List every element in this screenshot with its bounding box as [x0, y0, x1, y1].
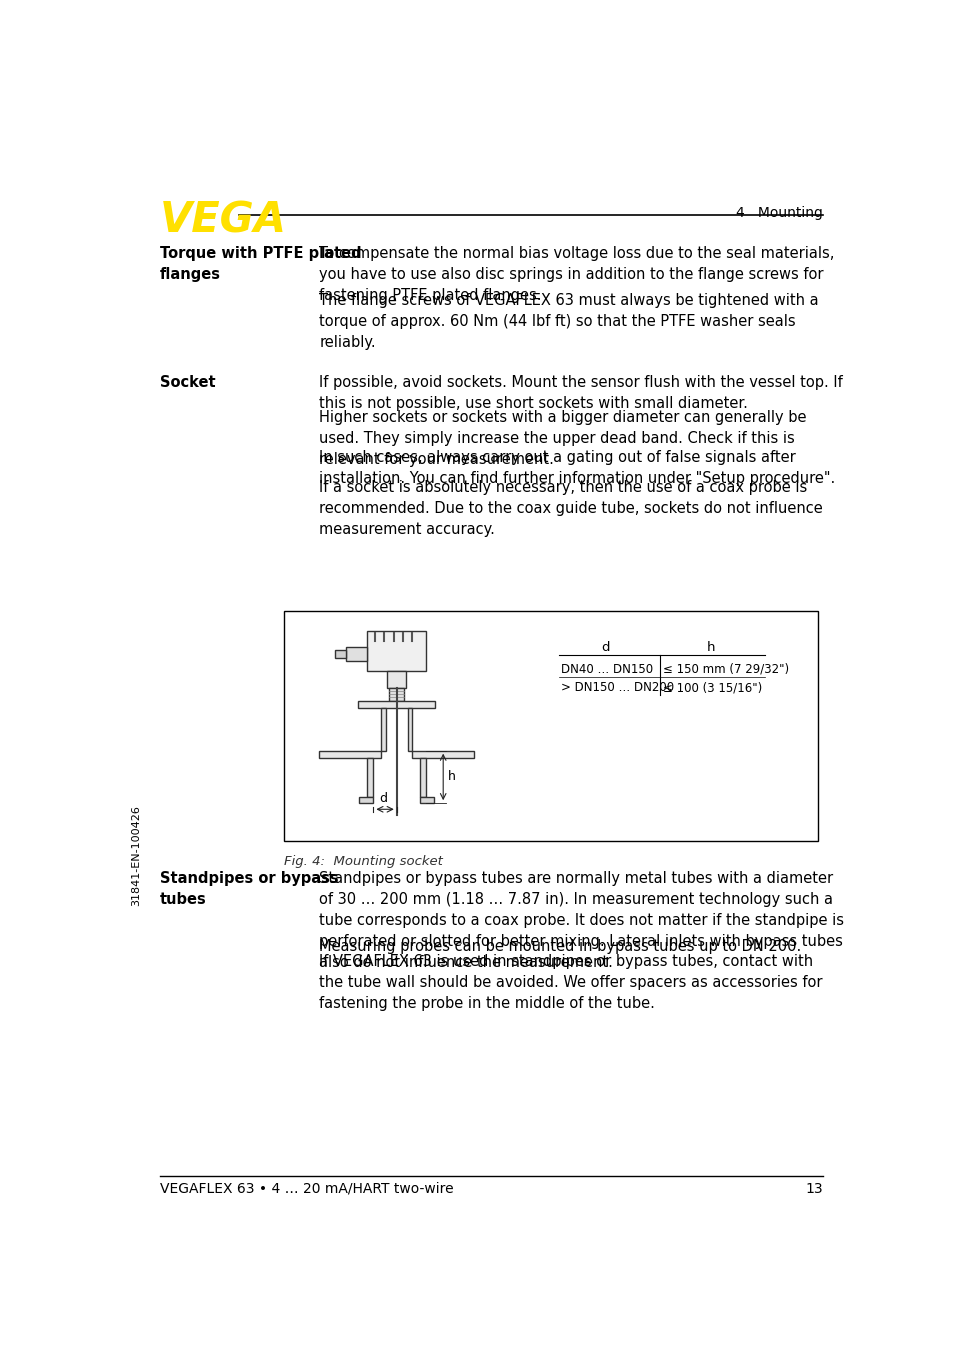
Text: ≤ 100 (3 15/16"): ≤ 100 (3 15/16")	[662, 681, 761, 695]
Text: Higher sockets or sockets with a bigger diameter can generally be
used. They sim: Higher sockets or sockets with a bigger …	[319, 410, 806, 467]
Text: If a socket is absolutely necessary, then the use of a coax probe is
recommended: If a socket is absolutely necessary, the…	[319, 479, 822, 536]
Text: ≤ 150 mm (7 29/32"): ≤ 150 mm (7 29/32")	[662, 662, 788, 676]
Text: DN40 … DN150: DN40 … DN150	[560, 662, 653, 676]
Bar	[319, 750, 381, 758]
Text: 4   Mounting: 4 Mounting	[736, 206, 822, 219]
Bar	[389, 688, 404, 701]
Bar	[387, 672, 406, 688]
Text: Standpipes or bypass tubes are normally metal tubes with a diameter
of 30 … 200 : Standpipes or bypass tubes are normally …	[319, 871, 843, 969]
Bar	[367, 758, 373, 798]
Text: Standpipes or bypass
tubes: Standpipes or bypass tubes	[159, 871, 337, 907]
Bar	[367, 631, 426, 672]
Text: Torque with PTFE plated
flanges: Torque with PTFE plated flanges	[159, 245, 361, 282]
Text: If VEGAFLEX 63 is used in standpipes or bypass tubes, contact with
the tube wall: If VEGAFLEX 63 is used in standpipes or …	[319, 955, 821, 1011]
Text: The flange screws of VEGAFLEX 63 must always be tightened with a
torque of appro: The flange screws of VEGAFLEX 63 must al…	[319, 294, 818, 351]
Text: d: d	[379, 792, 387, 804]
Bar	[419, 798, 434, 803]
Text: 31841-EN-100426: 31841-EN-100426	[132, 806, 141, 906]
Polygon shape	[345, 647, 367, 661]
Bar	[357, 701, 435, 708]
Polygon shape	[335, 650, 345, 658]
Bar	[284, 612, 817, 841]
Text: To compensate the normal bias voltage loss due to the seal materials,
you have t: To compensate the normal bias voltage lo…	[319, 245, 834, 303]
Text: 13: 13	[804, 1182, 822, 1196]
Text: Fig. 4:  Mounting socket: Fig. 4: Mounting socket	[284, 854, 443, 868]
Bar	[381, 708, 385, 750]
Text: h: h	[705, 640, 714, 654]
Text: Socket: Socket	[159, 375, 215, 390]
Bar	[419, 758, 426, 798]
Text: In such cases, always carry out a gating out of false signals after
installation: In such cases, always carry out a gating…	[319, 451, 835, 486]
Text: > DN150 … DN200: > DN150 … DN200	[560, 681, 674, 695]
Bar	[407, 708, 412, 750]
Bar	[359, 798, 373, 803]
Bar	[412, 750, 474, 758]
Text: Measuring probes can be mounted in bypass tubes up to DN 200.: Measuring probes can be mounted in bypas…	[319, 938, 801, 953]
Text: d: d	[601, 640, 610, 654]
Text: VEGA: VEGA	[159, 199, 286, 241]
Text: If possible, avoid sockets. Mount the sensor flush with the vessel top. If
this : If possible, avoid sockets. Mount the se…	[319, 375, 842, 412]
Text: VEGAFLEX 63 • 4 … 20 mA/HART two-wire: VEGAFLEX 63 • 4 … 20 mA/HART two-wire	[159, 1182, 453, 1196]
Text: h: h	[447, 770, 456, 784]
